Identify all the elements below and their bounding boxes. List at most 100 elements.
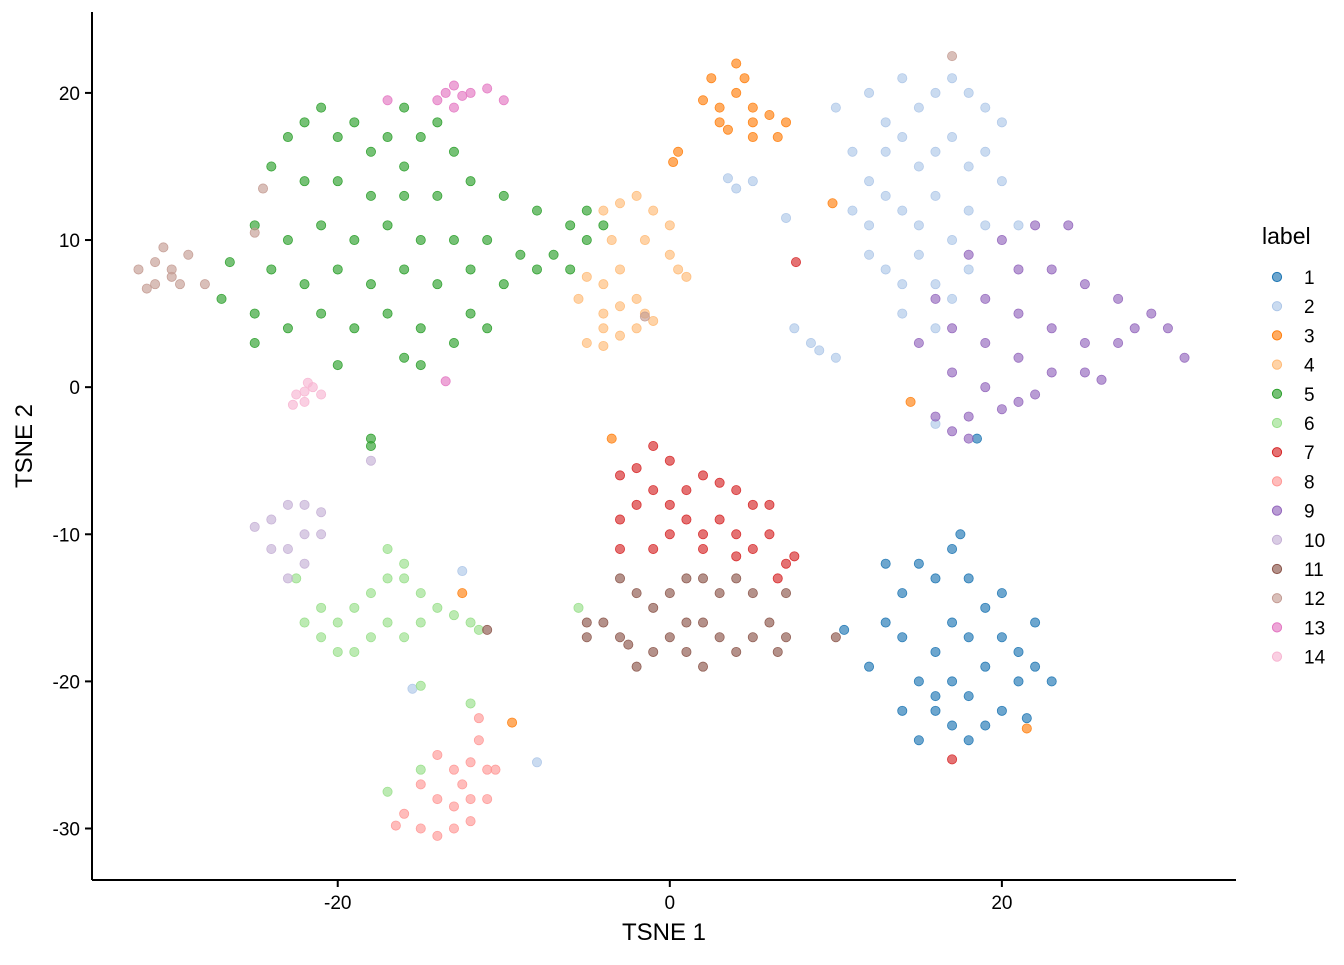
point-label-1	[839, 624, 850, 635]
legend-swatch	[1271, 330, 1283, 341]
point-label-2	[897, 308, 908, 319]
point-label-2	[457, 566, 468, 577]
point-label-1	[980, 720, 991, 731]
point-label-7	[731, 529, 742, 540]
point-label-3	[507, 717, 518, 728]
point-label-6	[432, 602, 443, 613]
point-label-12	[166, 271, 177, 282]
legend-item-7: 7	[1271, 443, 1315, 464]
point-label-3	[673, 146, 684, 157]
point-label-2	[980, 102, 991, 113]
point-label-11	[747, 632, 758, 643]
point-label-5	[316, 308, 327, 319]
point-label-6	[399, 632, 410, 643]
point-label-8	[415, 823, 426, 834]
point-label-7	[615, 543, 626, 554]
point-label-6	[349, 646, 360, 657]
point-label-11	[631, 588, 642, 599]
point-label-8	[432, 749, 443, 760]
legend-item-1: 1	[1271, 268, 1315, 289]
point-label-7	[731, 485, 742, 496]
point-label-1	[864, 661, 875, 672]
point-label-8	[465, 794, 476, 805]
legend-item-12: 12	[1271, 589, 1325, 610]
point-label-5	[415, 323, 426, 334]
legend-item-2: 2	[1271, 297, 1315, 318]
point-label-12	[150, 257, 161, 268]
legend-item-13: 13	[1271, 618, 1325, 639]
point-label-6	[349, 602, 360, 613]
point-label-11	[623, 639, 634, 650]
point-label-9	[963, 249, 974, 260]
point-label-9	[996, 235, 1007, 246]
point-label-3	[827, 198, 838, 209]
point-label-5	[249, 338, 260, 349]
point-label-3	[698, 95, 709, 106]
legend-swatch	[1271, 563, 1283, 575]
point-label-2	[830, 102, 841, 113]
point-label-2	[847, 205, 858, 216]
point-label-4	[681, 271, 692, 282]
point-label-5	[382, 220, 393, 231]
point-label-11	[781, 588, 792, 599]
point-label-5	[448, 338, 459, 349]
legend-item-10: 10	[1271, 531, 1325, 552]
point-label-13	[440, 376, 451, 387]
point-label-5	[565, 264, 576, 275]
point-label-11	[648, 602, 659, 613]
point-label-5	[332, 176, 343, 187]
point-label-4	[631, 293, 642, 304]
point-label-11	[830, 632, 841, 643]
point-label-3	[905, 396, 916, 407]
point-label-2	[781, 212, 792, 223]
point-label-5	[482, 235, 493, 246]
point-label-11	[698, 573, 709, 584]
point-label-5	[299, 176, 310, 187]
point-label-11	[764, 617, 775, 628]
point-label-9	[930, 411, 941, 422]
point-label-5	[365, 190, 376, 201]
point-label-5	[515, 249, 526, 260]
point-label-7	[698, 470, 709, 481]
point-label-2	[880, 264, 891, 275]
point-label-2	[913, 102, 924, 113]
point-label-11	[714, 632, 725, 643]
point-label-5	[332, 360, 343, 371]
point-label-2	[947, 235, 958, 246]
legend-label: 2	[1304, 297, 1315, 318]
point-label-5	[548, 249, 559, 260]
point-label-14	[316, 389, 327, 400]
point-label-5	[332, 132, 343, 143]
point-label-3	[764, 109, 775, 120]
point-label-8	[432, 830, 443, 841]
point-label-5	[316, 102, 327, 113]
point-label-8	[473, 735, 484, 746]
point-label-1	[930, 691, 941, 702]
point-label-7	[615, 514, 626, 525]
point-label-1	[947, 543, 958, 554]
point-label-9	[980, 382, 991, 393]
point-label-9	[1079, 338, 1090, 349]
point-label-1	[930, 646, 941, 657]
point-label-5	[332, 264, 343, 275]
point-label-5	[349, 117, 360, 128]
point-label-9	[1046, 367, 1057, 378]
legend-label: 9	[1304, 502, 1315, 523]
point-label-9	[947, 367, 958, 378]
point-label-9	[1079, 279, 1090, 290]
point-label-4	[615, 330, 626, 341]
legend-swatch	[1271, 447, 1283, 458]
point-label-1	[996, 588, 1007, 599]
point-label-5	[432, 190, 443, 201]
point-label-5	[224, 257, 235, 268]
point-label-4	[606, 235, 617, 246]
point-label-10	[299, 558, 310, 569]
point-label-11	[731, 573, 742, 584]
point-label-2	[864, 87, 875, 98]
point-label-6	[399, 573, 410, 584]
legend-item-11: 11	[1271, 560, 1324, 581]
point-label-6	[382, 543, 393, 554]
point-label-11	[615, 573, 626, 584]
point-label-1	[971, 433, 982, 444]
point-label-9	[947, 426, 958, 437]
